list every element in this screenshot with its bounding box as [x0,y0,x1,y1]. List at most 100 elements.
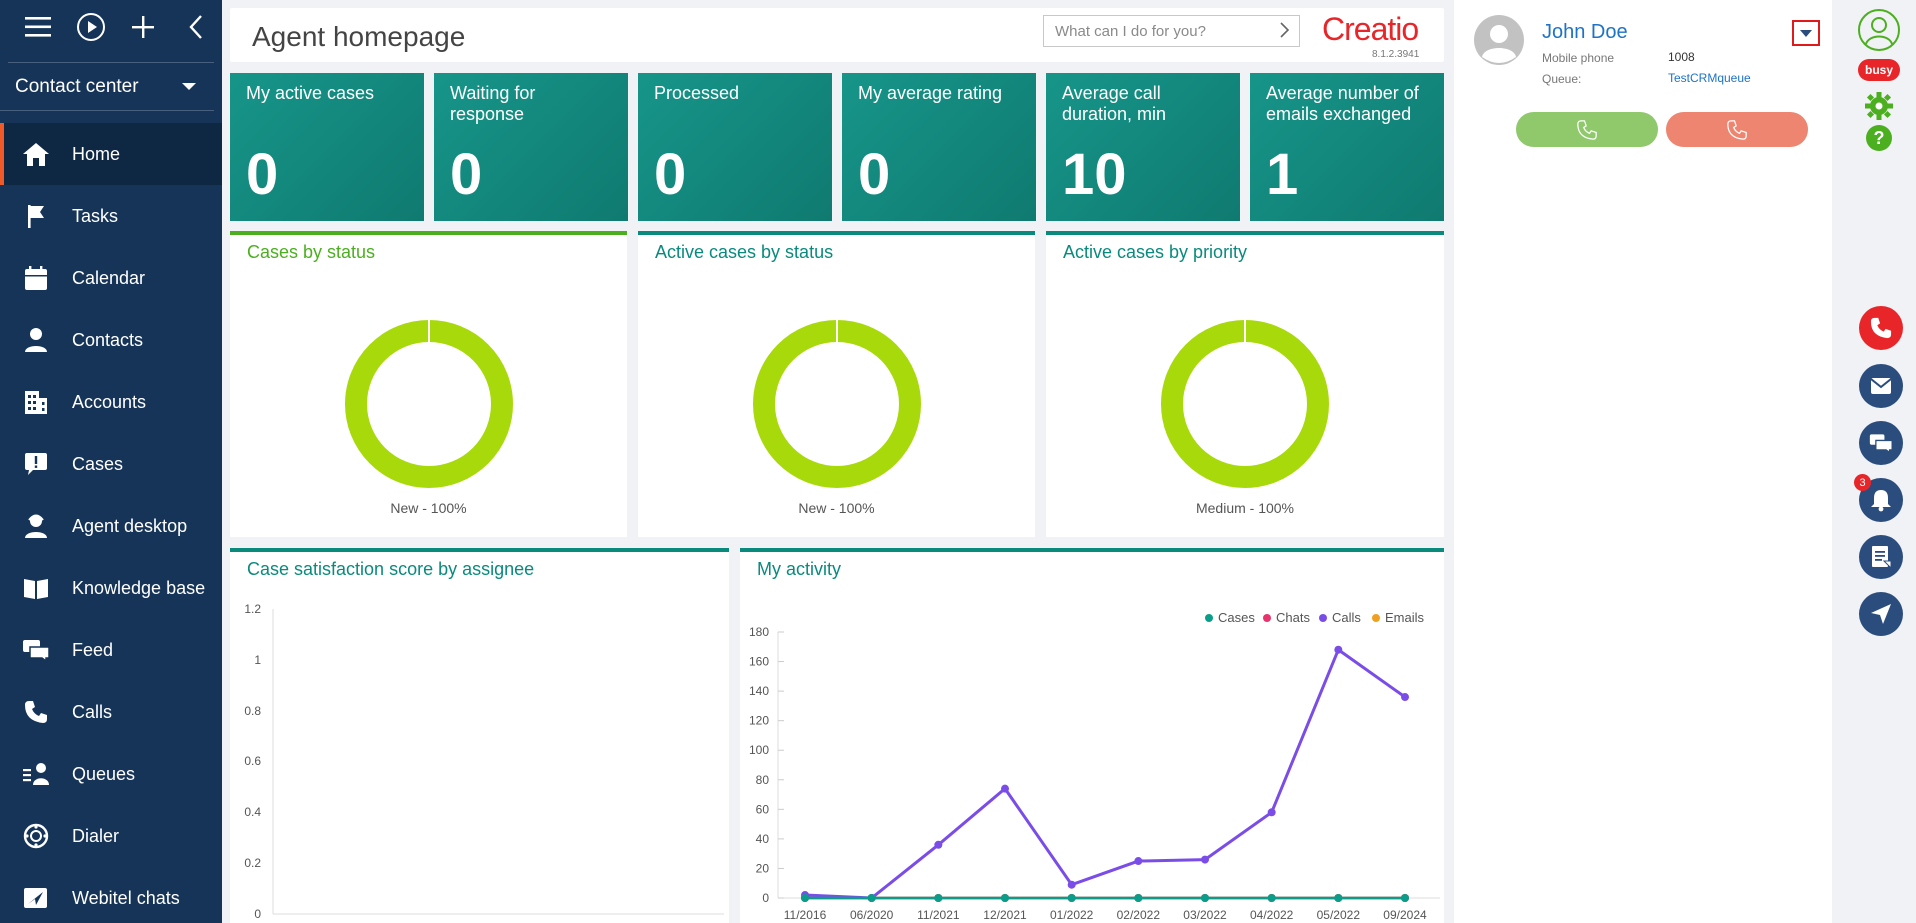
sidebar-item-label: Knowledge base [72,577,206,598]
x-tick-label: 02/2022 [1117,908,1161,922]
sidebar-item-agent-desktop[interactable]: Agent desktop [0,495,222,557]
donut-slice[interactable] [1161,320,1329,488]
person-icon [20,324,52,356]
sidebar-item-calls[interactable]: Calls [0,681,222,743]
gear-icon[interactable] [1864,91,1894,121]
sidebar-item-feed[interactable]: Feed [0,619,222,681]
sidebar-nav: Home Tasks Calendar Contacts Accounts Ca… [0,123,222,923]
kpi-average-call-duration[interactable]: Average call duration, min 10 [1046,73,1240,221]
chat-button[interactable] [1859,421,1903,465]
queue-link[interactable]: TestCRMqueue [1668,71,1751,85]
legend-label[interactable]: Cases [1218,610,1255,625]
chevron-down-icon [1800,30,1812,37]
queue-label: Queue: [1542,72,1582,86]
home-icon [20,138,52,170]
menu-icon[interactable] [12,0,65,54]
status-badge[interactable]: busy [1858,59,1900,81]
chevron-down-icon [182,83,196,90]
help-icon[interactable]: ? [1865,124,1893,152]
sidebar-item-knowledge-base[interactable]: Knowledge base [0,557,222,619]
email-button[interactable] [1859,364,1903,408]
data-point-calls[interactable] [1267,808,1276,817]
play-icon[interactable] [65,0,118,54]
sidebar-item-contacts[interactable]: Contacts [0,309,222,371]
sidebar-item-calendar[interactable]: Calendar [0,247,222,309]
chart-legend: Cases Chats Calls Emails [1205,610,1425,625]
data-point-cases[interactable] [1067,894,1076,902]
sidebar-item-tasks[interactable]: Tasks [0,185,222,247]
kpi-value: 0 [654,142,687,207]
data-point-cases[interactable] [1267,894,1276,902]
legend-label[interactable]: Calls [1332,610,1361,625]
case-satisfaction-panel: Case satisfaction score by assignee 1.2 … [230,548,729,923]
sidebar-item-home[interactable]: Home [0,123,222,185]
profile-icon[interactable] [1857,8,1901,52]
kpi-my-active-cases[interactable]: My active cases 0 [230,73,424,221]
data-point-calls[interactable] [1401,693,1409,702]
donut-slice[interactable] [344,320,513,488]
search-input[interactable] [1043,15,1300,47]
data-point-calls[interactable] [1001,784,1009,793]
data-point-cases[interactable] [1201,894,1209,902]
y-tick-label: 0 [254,907,261,921]
kpi-value: 0 [246,142,279,207]
queue-icon [20,758,52,790]
answer-call-button[interactable] [1516,112,1658,147]
sidebar-item-dialer[interactable]: Dialer [0,805,222,867]
kpi-value: 1 [1266,142,1299,207]
phone-button[interactable] [1859,306,1903,350]
sidebar-item-cases[interactable]: Cases [0,433,222,495]
chevron-right-icon[interactable] [1275,21,1293,39]
phone-icon [20,696,52,728]
x-tick-label: 09/2024 [1383,908,1427,922]
sidebar-item-webitel-chats[interactable]: Webitel chats [0,867,222,923]
donut-slice[interactable] [752,320,921,488]
sidebar-item-queues[interactable]: Queues [0,743,222,805]
data-point-cases[interactable] [1134,894,1143,902]
x-tick-label: 05/2022 [1317,908,1361,922]
x-axis: 11/2016 06/2020 11/2021 12/2021 01/2022 02/20… [784,908,1427,922]
agent-name[interactable]: John Doe [1542,21,1628,43]
kpi-average-emails[interactable]: Average number of emails exchanged 1 [1250,73,1444,221]
documents-button[interactable] [1859,535,1903,579]
data-point-calls[interactable] [934,840,943,849]
data-point-cases[interactable] [1401,894,1409,902]
sidebar-item-label: Agent desktop [72,515,188,536]
kpi-my-average-rating[interactable]: My average rating 0 [842,73,1036,221]
y-tick-label: 1 [254,653,261,667]
active-cases-by-status-panel: Active cases by status New - 100% [638,231,1035,537]
legend-label[interactable]: Emails [1385,610,1425,625]
sidebar-item-accounts[interactable]: Accounts [0,371,222,433]
sidebar-item-label: Tasks [72,205,119,226]
data-point-cases[interactable] [1334,894,1343,902]
kpi-value: 0 [450,142,483,207]
sidebar-item-label: Home [72,143,121,164]
agent-dropdown-button[interactable] [1792,20,1820,46]
data-point-calls[interactable] [1134,857,1143,866]
sidebar: Contact center Home Tasks Calendar Conta… [0,0,222,923]
collapse-icon[interactable] [170,0,223,54]
kpi-processed[interactable]: Processed 0 [638,73,832,221]
legend-label[interactable]: Chats [1276,610,1310,625]
version-label: 8.1.2.3941 [1372,49,1420,60]
page-title: Agent homepage [252,21,466,52]
send-icon [1871,604,1891,624]
data-point-cases[interactable] [934,894,943,902]
panel-title: Case satisfaction score by assignee [247,559,535,579]
data-point-calls[interactable] [1067,880,1076,889]
data-point-cases[interactable] [801,894,809,902]
data-point-cases[interactable] [1001,894,1009,902]
kpi-waiting-for-response[interactable]: Waiting for response 0 [434,73,628,221]
end-call-button[interactable] [1666,112,1808,147]
book-icon [20,572,52,604]
data-point-cases[interactable] [867,894,876,902]
workspace-select[interactable]: Contact center [0,63,214,111]
kpi-label: Processed [654,83,740,103]
donut-label: Medium - 100% [1195,500,1295,516]
data-point-calls[interactable] [1334,645,1343,654]
avatar[interactable] [1474,15,1524,65]
series-line-calls[interactable] [804,647,1406,900]
data-point-calls[interactable] [1201,855,1209,864]
add-icon[interactable] [117,0,170,54]
send-button[interactable] [1859,592,1903,636]
